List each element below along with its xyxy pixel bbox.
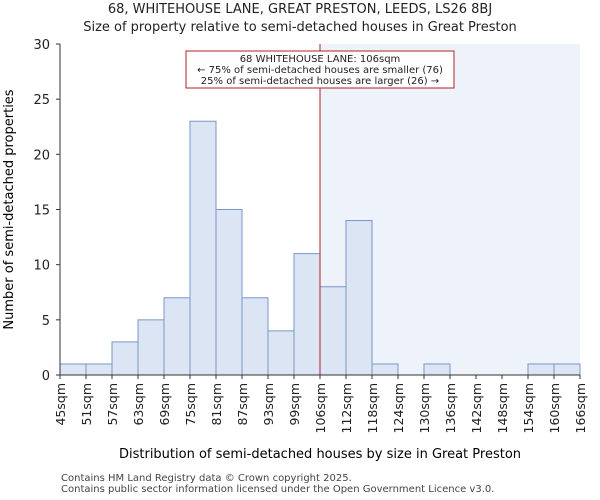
histogram-bar — [553, 363, 581, 376]
x-tick-label: 148sqm — [495, 383, 510, 433]
x-tick-label: 124sqm — [391, 383, 406, 433]
histogram-bar — [319, 286, 347, 376]
footer-copyright: Contains HM Land Registry data © Crown c… — [61, 473, 352, 484]
y-tick-label: 5 — [42, 314, 50, 329]
x-tick-label: 142sqm — [469, 383, 484, 433]
x-tick-label: 136sqm — [443, 383, 458, 433]
y-tick-label: 0 — [42, 369, 50, 384]
y-tick-label: 25 — [33, 93, 50, 108]
histogram-bar — [371, 363, 399, 376]
y-tick-label: 30 — [33, 38, 50, 53]
x-tick-label: 166sqm — [573, 383, 588, 433]
x-tick-label: 130sqm — [417, 383, 432, 433]
chart-subtitle: Size of property relative to semi-detach… — [83, 20, 517, 35]
histogram-bar — [241, 297, 269, 376]
histogram-bar — [59, 363, 87, 376]
footer-licence: Contains public sector information licen… — [61, 484, 495, 495]
y-axis-label: Number of semi-detached properties — [2, 89, 17, 329]
histogram-bar — [345, 220, 373, 376]
x-tick-label: 112sqm — [339, 383, 354, 433]
x-tick-label: 63sqm — [131, 383, 146, 426]
x-tick-label: 51sqm — [79, 383, 94, 426]
x-axis-label: Distribution of semi-detached houses by … — [119, 447, 521, 462]
histogram-bar — [163, 297, 191, 376]
annotation-line-smaller: ← 75% of semi-detached houses are smalle… — [197, 65, 443, 76]
annotation-line-address: 68 WHITEHOUSE LANE: 106sqm — [240, 54, 401, 65]
x-tick-label: 75sqm — [183, 383, 198, 426]
histogram-bar — [215, 209, 243, 376]
x-tick-label: 57sqm — [105, 383, 120, 426]
annotation-box-frame — [185, 50, 455, 89]
x-tick-label: 87sqm — [235, 383, 250, 426]
histogram-bar — [111, 341, 139, 376]
x-tick-label: 154sqm — [521, 383, 536, 433]
x-tick-label: 45sqm — [53, 383, 68, 426]
y-tick-label: 20 — [33, 148, 50, 163]
x-tick-label: 69sqm — [157, 383, 172, 426]
annotation-box: 68 WHITEHOUSE LANE: 106sqm ← 75% of semi… — [185, 50, 455, 89]
annotation-line-larger: 25% of semi-detached houses are larger (… — [201, 76, 439, 87]
histogram-bar — [189, 120, 217, 376]
histogram-bar — [85, 363, 113, 376]
x-tick-label: 118sqm — [365, 383, 380, 433]
histogram-bar — [137, 319, 165, 376]
histogram-bar — [527, 363, 555, 376]
histogram-bar — [423, 363, 451, 376]
y-tick-label: 15 — [33, 204, 50, 219]
y-tick-label: 10 — [33, 259, 50, 274]
x-tick-label: 99sqm — [287, 383, 302, 426]
x-tick-label: 106sqm — [313, 383, 328, 433]
histogram-bar — [293, 253, 321, 376]
x-tick-label: 81sqm — [209, 383, 224, 426]
histogram-bar — [267, 330, 295, 376]
chart-title-address: 68, WHITEHOUSE LANE, GREAT PRESTON, LEED… — [107, 2, 493, 17]
x-tick-label: 160sqm — [547, 383, 562, 433]
x-tick-label: 93sqm — [261, 383, 276, 426]
